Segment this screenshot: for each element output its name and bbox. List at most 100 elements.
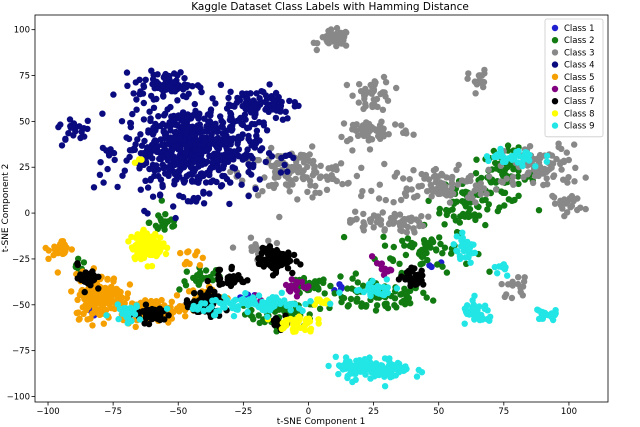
y-tick-label: −100: [7, 392, 30, 402]
data-point: [110, 275, 118, 282]
legend-label: Class 8: [564, 109, 594, 119]
data-point: [124, 290, 132, 297]
data-point: [501, 202, 508, 209]
data-point: [182, 150, 189, 157]
data-point: [305, 283, 312, 290]
data-point: [225, 94, 232, 102]
data-point: [216, 152, 223, 160]
data-point: [481, 305, 488, 313]
data-point: [144, 144, 151, 151]
data-point: [465, 213, 472, 221]
y-tick-label: −75: [12, 347, 30, 357]
data-point: [108, 283, 115, 291]
data-point: [155, 113, 162, 120]
data-point: [482, 221, 489, 229]
legend-marker: [551, 98, 559, 105]
data-point: [516, 152, 523, 160]
data-point: [68, 246, 76, 253]
data-point: [142, 76, 149, 84]
data-point: [204, 277, 211, 285]
data-point: [436, 234, 443, 241]
data-point: [404, 223, 412, 231]
data-point: [498, 280, 505, 288]
data-point: [393, 285, 401, 292]
legend-marker: [551, 24, 559, 32]
data-point: [558, 166, 565, 173]
data-point: [360, 288, 368, 296]
data-point: [384, 284, 391, 291]
y-tick-label: 25: [19, 163, 30, 173]
data-point: [211, 136, 219, 143]
data-point: [142, 301, 150, 308]
data-point: [157, 234, 164, 241]
data-point: [202, 179, 210, 186]
data-point: [315, 297, 322, 305]
data-point: [426, 262, 433, 269]
data-point: [258, 145, 266, 152]
data-point: [271, 96, 279, 103]
data-point: [223, 127, 230, 134]
data-point: [118, 118, 126, 125]
data-point: [487, 179, 495, 186]
data-point: [197, 84, 204, 91]
data-point: [401, 242, 408, 249]
data-point: [381, 227, 388, 234]
data-point: [399, 217, 406, 225]
data-point: [172, 155, 179, 162]
data-point: [194, 272, 201, 279]
data-point: [386, 359, 393, 366]
data-point: [236, 97, 244, 104]
data-point: [529, 179, 537, 187]
data-point: [155, 212, 162, 219]
data-point: [129, 110, 136, 118]
data-point: [349, 147, 356, 154]
data-point: [178, 305, 185, 312]
data-point: [124, 320, 131, 327]
data-point: [166, 72, 173, 80]
data-point: [366, 354, 373, 361]
data-point: [45, 255, 52, 262]
data-point: [571, 141, 578, 148]
data-point: [340, 362, 347, 369]
data-point: [148, 262, 156, 270]
data-point: [354, 279, 361, 286]
data-point: [355, 99, 362, 106]
data-point: [132, 323, 139, 331]
points-layer: [42, 24, 589, 390]
data-point: [344, 180, 351, 187]
data-point: [381, 242, 389, 249]
data-point: [155, 80, 162, 87]
data-point: [182, 313, 189, 320]
data-point: [95, 292, 102, 299]
data-point: [230, 312, 238, 320]
data-point: [80, 259, 88, 266]
data-point: [338, 133, 345, 141]
data-point: [553, 155, 560, 163]
data-point: [479, 316, 486, 323]
data-point: [344, 374, 351, 382]
data-point: [417, 261, 424, 268]
data-point: [200, 200, 208, 207]
data-point: [107, 146, 114, 153]
data-point: [312, 189, 319, 196]
data-point: [150, 124, 157, 131]
data-point: [397, 365, 404, 372]
data-point: [285, 249, 292, 256]
data-point: [437, 181, 445, 189]
data-point: [197, 289, 204, 296]
data-point: [104, 165, 111, 173]
legend-marker: [551, 122, 559, 129]
y-tick-label: 50: [19, 117, 30, 127]
data-point: [497, 178, 505, 185]
data-point: [265, 237, 272, 244]
legend-marker: [551, 110, 559, 117]
data-point: [251, 144, 258, 151]
data-point: [293, 280, 300, 288]
data-point: [172, 169, 179, 176]
data-point: [448, 184, 456, 192]
data-point: [369, 101, 376, 109]
data-point: [103, 312, 110, 319]
data-point: [526, 157, 533, 164]
data-point: [317, 173, 325, 180]
data-point: [176, 286, 183, 293]
